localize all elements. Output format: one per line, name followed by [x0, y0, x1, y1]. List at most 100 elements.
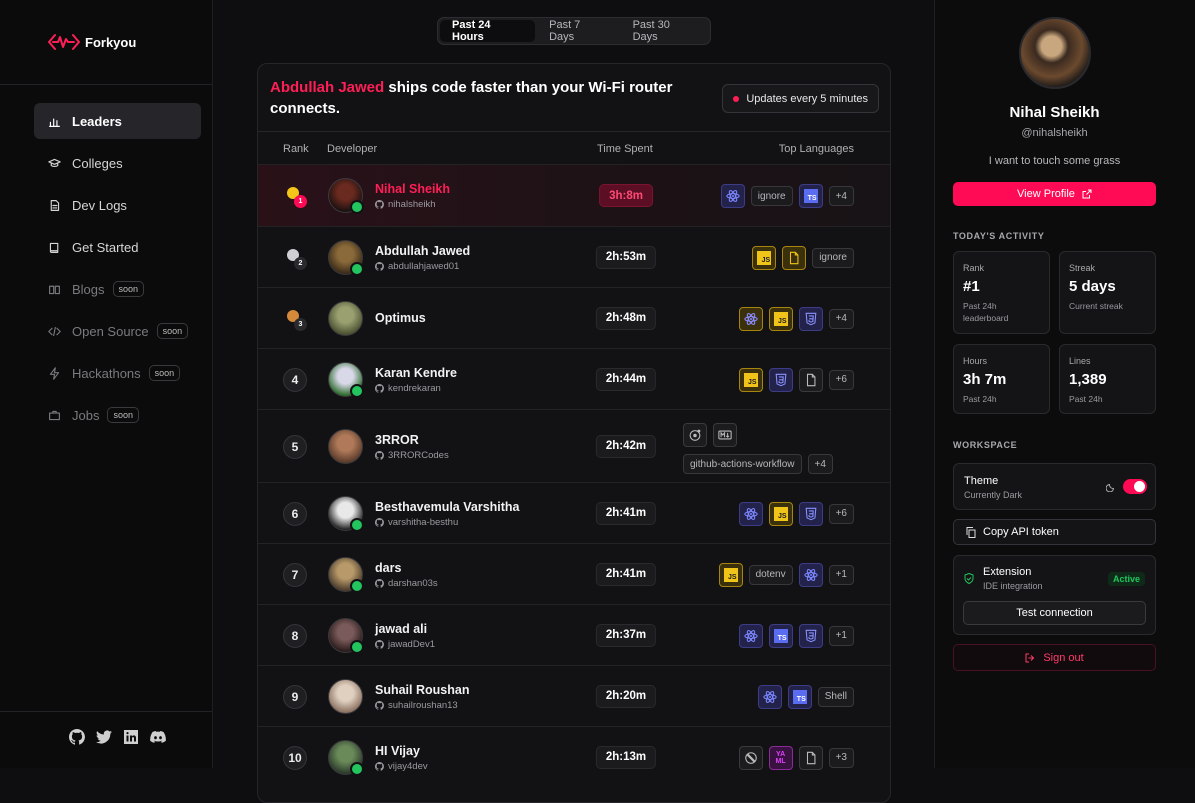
language-tag: Shell — [817, 686, 854, 707]
developer-handle: 3RRORCodes — [375, 450, 449, 461]
nav-icon — [49, 410, 60, 420]
profile-avatar — [1019, 17, 1091, 89]
twitter-link[interactable] — [96, 729, 112, 745]
css-icon — [805, 507, 816, 520]
handle-text: 3RRORCodes — [388, 449, 449, 461]
online-dot — [350, 261, 364, 276]
nav-icon — [49, 285, 60, 294]
nav-item[interactable]: Leaders — [34, 103, 201, 139]
time-spent: 2h:42m — [595, 434, 657, 458]
language-tags: JS +6 — [738, 367, 854, 392]
nav-label: Open Source — [72, 323, 149, 339]
rank-badge: 3 — [294, 317, 307, 331]
nav-icon — [48, 326, 61, 336]
nav-item[interactable]: Dev Logs — [34, 187, 201, 223]
github-icon — [375, 700, 384, 710]
time-spent: 3h:8m — [599, 184, 653, 207]
online-dot — [350, 639, 364, 654]
rank-badge: 7 — [283, 562, 307, 587]
language-icon — [720, 184, 745, 208]
nav-label: Leaders — [72, 113, 122, 129]
stat-label: Hours — [963, 356, 988, 366]
language-icon — [798, 623, 823, 648]
github-icon — [375, 761, 384, 771]
handle-text: darshan03s — [388, 577, 438, 589]
developer-handle: darshan03s — [375, 578, 438, 589]
handle-text: nihalsheikh — [388, 199, 436, 210]
nav-item[interactable]: Hackathons soon — [34, 355, 201, 391]
leaderboard-row[interactable]: 1 Nihal Sheikh nihalsheikh 3h:8m ignore TS +4 — [258, 164, 890, 226]
leaderboard-row[interactable]: 10 HI Vijay vijay4dev 2h:13m YAML +3 — [258, 726, 890, 787]
nav-item[interactable]: Colleges — [34, 145, 201, 181]
linkedin-link[interactable] — [123, 729, 139, 745]
leaderboard-row[interactable]: 6 Besthavemula Varshitha varshitha-besthu 2… — [258, 482, 890, 543]
theme-title: Theme — [964, 475, 999, 487]
column-label: Top Languages — [778, 143, 854, 155]
language-tag: github-actions-workflow — [683, 454, 802, 474]
leaderboard-row[interactable]: 8 jawad ali jawadDev1 2h:37m TS +1 — [258, 604, 890, 665]
file-icon — [806, 373, 816, 386]
file-icon — [806, 751, 816, 764]
language-icon — [738, 501, 763, 526]
nav-label: Colleges — [72, 155, 123, 171]
leaderboard-row[interactable]: 2 Abdullah Jawed abdullahjawed01 2h:53m JS ig… — [258, 226, 890, 287]
sidebar: Forkyou Leaders Colleges Dev Logs Get Start… — [0, 0, 213, 768]
avatar — [328, 361, 363, 397]
soon-badge: soon — [148, 365, 181, 381]
stat-value: #1 — [963, 278, 980, 295]
developer-handle: nihalsheikh — [375, 199, 436, 210]
language-icon — [798, 367, 823, 392]
leaderboard-row[interactable]: 7 dars darshan03s 2h:41m JS dotenv +1 — [258, 543, 890, 604]
stat-card: Hours 3h 7m Past 24h — [953, 344, 1050, 414]
github-icon — [375, 578, 384, 588]
language-icon: JS — [768, 306, 793, 331]
leaderboard-row[interactable]: 9 Suhail Roushan suhailroushan13 2h:20m TS Sh… — [258, 665, 890, 726]
divider — [0, 84, 212, 85]
github-icon — [375, 639, 384, 649]
handle-text: suhailroushan13 — [388, 699, 458, 711]
button-label: View Profile — [1017, 188, 1075, 200]
tab[interactable]: Past 7 Days — [549, 19, 581, 43]
online-dot — [350, 761, 364, 776]
stat-value: 5 days — [1069, 278, 1116, 295]
language-icon: JS — [738, 367, 763, 392]
divider — [0, 711, 212, 712]
language-icon: TS — [768, 623, 793, 648]
theme-toggle[interactable] — [1123, 479, 1147, 494]
language-icon: JS — [752, 245, 777, 270]
leaderboard-row[interactable]: 3 Optimus 2h:48m JS +4 — [258, 287, 890, 348]
main — [214, 0, 935, 768]
leaderboard-card: Abdullah Jawed ships code faster than yo… — [257, 63, 891, 803]
live-dot — [733, 95, 740, 102]
nav-item[interactable]: Blogs soon — [34, 271, 201, 307]
language-tag: ignore — [812, 247, 854, 268]
tab[interactable]: Past 24 Hours — [440, 19, 536, 43]
language-icon: TS — [787, 684, 812, 709]
file-icon — [790, 251, 799, 264]
developer-name: 3RROR — [375, 432, 419, 447]
column-label: Time Spent — [597, 143, 653, 155]
github-icon — [375, 261, 384, 271]
developer-name: Besthavemula Varshitha — [375, 499, 520, 514]
nav-icon — [50, 199, 60, 211]
view-profile-button[interactable]: View Profile — [953, 182, 1156, 206]
nav-label: Hackathons — [72, 365, 141, 381]
sign-out-button[interactable]: Sign out — [953, 644, 1156, 671]
language-tag: +4 — [828, 186, 854, 206]
nav-item[interactable]: Get Started — [34, 229, 201, 265]
leaderboard-row[interactable]: 5 3RROR 3RRORCodes 2h:42m github-actions-wor… — [258, 409, 890, 482]
test-connection-button[interactable]: Test connection — [963, 601, 1146, 625]
language-icon: TS — [798, 184, 823, 208]
leaderboard-row[interactable]: 4 Karan Kendre kendrekaran 2h:44m JS +6 — [258, 348, 890, 409]
language-icon — [738, 623, 763, 648]
stat-value: 3h 7m — [963, 371, 1007, 388]
app: Forkyou Leaders Colleges Dev Logs Get Start… — [0, 0, 1156, 803]
discord-link[interactable] — [150, 729, 166, 745]
nav-item[interactable]: Jobs soon — [34, 397, 201, 433]
language-tag: ignore — [750, 186, 793, 206]
github-link[interactable] — [69, 729, 85, 745]
tab[interactable]: Past 30 Days — [632, 19, 670, 43]
language-tags: JS ignore — [752, 245, 854, 270]
nav-item[interactable]: Open Source soon — [34, 313, 201, 349]
copy-token-button[interactable]: Copy API token — [953, 519, 1156, 545]
